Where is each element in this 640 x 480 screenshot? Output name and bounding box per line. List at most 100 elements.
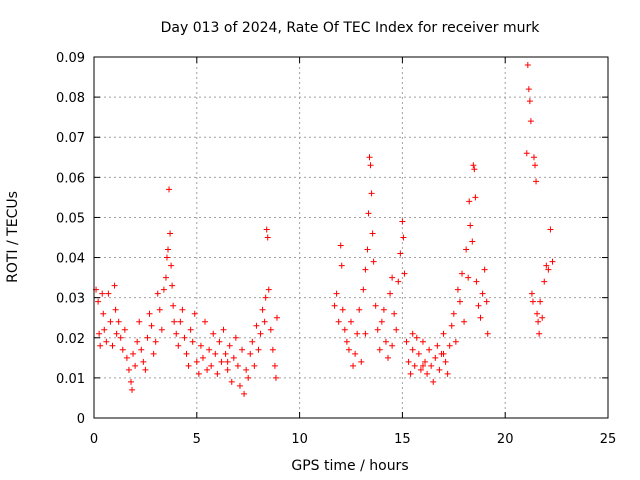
data-point — [440, 350, 447, 357]
data-point — [345, 346, 352, 353]
data-point — [444, 370, 451, 377]
data-point — [261, 318, 268, 325]
data-point — [419, 362, 426, 369]
data-point — [428, 362, 435, 369]
data-point — [466, 198, 473, 205]
data-point — [547, 226, 554, 233]
data-point — [95, 298, 102, 305]
data-point — [144, 334, 151, 341]
x-tick-label: 20 — [497, 432, 514, 447]
data-point — [413, 334, 420, 341]
data-point — [341, 326, 348, 333]
x-axis-label: GPS time / hours — [291, 458, 408, 474]
data-point — [175, 342, 182, 349]
data-point — [475, 302, 482, 309]
data-point — [526, 98, 533, 105]
data-point — [479, 290, 486, 297]
data-point — [528, 290, 535, 297]
data-point — [376, 346, 383, 353]
data-point — [138, 346, 145, 353]
data-point — [103, 338, 110, 345]
data-point — [239, 346, 246, 353]
data-point — [202, 318, 209, 325]
data-point — [409, 346, 416, 353]
data-point — [473, 278, 480, 285]
data-point — [470, 162, 477, 169]
data-point — [150, 350, 157, 357]
data-point — [395, 278, 402, 285]
data-point — [265, 286, 272, 293]
y-tick-label: 0.03 — [56, 292, 85, 307]
data-point — [405, 358, 412, 365]
y-tick-label: 0.01 — [56, 372, 85, 387]
data-point — [446, 342, 453, 349]
data-point — [232, 334, 239, 341]
data-point — [199, 354, 206, 361]
data-point — [267, 326, 274, 333]
data-point — [140, 358, 147, 365]
data-point — [533, 178, 540, 185]
data-point — [484, 330, 491, 337]
data-point — [415, 350, 422, 357]
data-point — [193, 358, 200, 365]
data-point — [146, 310, 153, 317]
data-point — [125, 366, 132, 373]
data-point — [148, 322, 155, 329]
data-point — [385, 354, 392, 361]
data-point — [432, 354, 439, 361]
data-point — [226, 342, 233, 349]
data-point — [477, 314, 484, 321]
data-point — [471, 166, 478, 173]
data-point — [168, 262, 175, 269]
data-point — [350, 362, 357, 369]
data-point — [403, 338, 410, 345]
data-point — [338, 262, 345, 269]
data-point — [220, 326, 227, 333]
data-point — [543, 262, 550, 269]
data-point — [382, 338, 389, 345]
data-point — [472, 194, 479, 201]
y-tick-label: 0 — [77, 412, 85, 427]
data-point — [393, 326, 400, 333]
data-point — [440, 330, 447, 337]
data-point — [206, 346, 213, 353]
data-point — [409, 330, 416, 337]
data-point — [337, 242, 344, 249]
data-point — [123, 354, 130, 361]
data-point — [234, 362, 241, 369]
data-point — [128, 378, 135, 385]
data-point — [132, 362, 139, 369]
data-point — [169, 282, 176, 289]
data-point — [166, 186, 173, 193]
data-point — [197, 342, 204, 349]
data-point — [245, 374, 252, 381]
data-point — [389, 274, 396, 281]
data-point — [183, 350, 190, 357]
data-point — [461, 318, 468, 325]
y-tick-label: 0.05 — [56, 211, 85, 226]
data-point — [545, 266, 552, 273]
data-point — [152, 338, 159, 345]
data-point — [442, 358, 449, 365]
data-point — [179, 306, 186, 313]
data-point — [369, 230, 376, 237]
data-point — [163, 254, 170, 261]
data-point — [362, 330, 369, 337]
data-point — [154, 290, 161, 297]
data-point — [523, 150, 530, 157]
data-point — [378, 318, 385, 325]
x-axis-ticks: 0 5 10 15 20 25 — [90, 57, 616, 447]
data-point — [230, 354, 237, 361]
data-point — [134, 338, 141, 345]
data-point — [358, 358, 365, 365]
data-point — [259, 306, 266, 313]
data-point — [362, 266, 369, 273]
data-point — [185, 362, 192, 369]
data-point — [156, 306, 163, 313]
x-tick-label: 15 — [394, 432, 411, 447]
data-point — [243, 366, 250, 373]
data-point — [113, 330, 120, 337]
data-point — [360, 286, 367, 293]
data-point — [401, 270, 408, 277]
data-point — [210, 330, 217, 337]
